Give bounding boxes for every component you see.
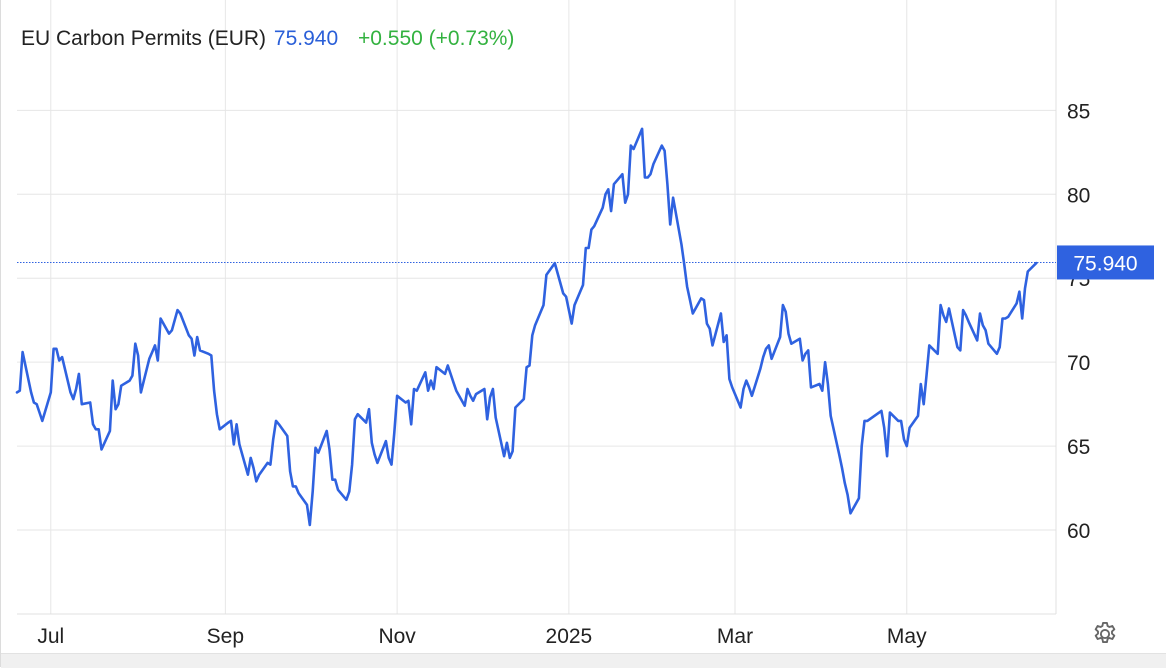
gear-icon [1094,621,1116,643]
x-tick-label: Jul [37,625,64,648]
series-line [15,127,1038,527]
y-tick-label: 85 [1067,100,1090,123]
y-tick-label: 60 [1067,520,1090,543]
x-tick-label: Mar [717,625,753,648]
x-tick-label: Sep [207,625,244,648]
chart-legend: EU Carbon Permits (EUR) 75.940 +0.550 (+… [21,27,514,51]
y-tick-label: 70 [1067,352,1090,375]
y-tick-label: 80 [1067,184,1090,207]
settings-button[interactable] [1091,620,1119,648]
price-change: +0.550 (+0.73%) [357,27,515,50]
last-price: 75.940 [273,27,339,50]
y-tick-label: 65 [1067,436,1090,459]
last-value-tag-label: 75.940 [1073,252,1137,275]
x-tick-label: Nov [378,625,416,648]
x-tick-label: 2025 [546,625,593,648]
instrument-name: EU Carbon Permits (EUR) [21,27,267,50]
x-tick-label: May [887,625,927,648]
last-value-tag [1057,245,1154,280]
bottom-strip [1,653,1166,668]
